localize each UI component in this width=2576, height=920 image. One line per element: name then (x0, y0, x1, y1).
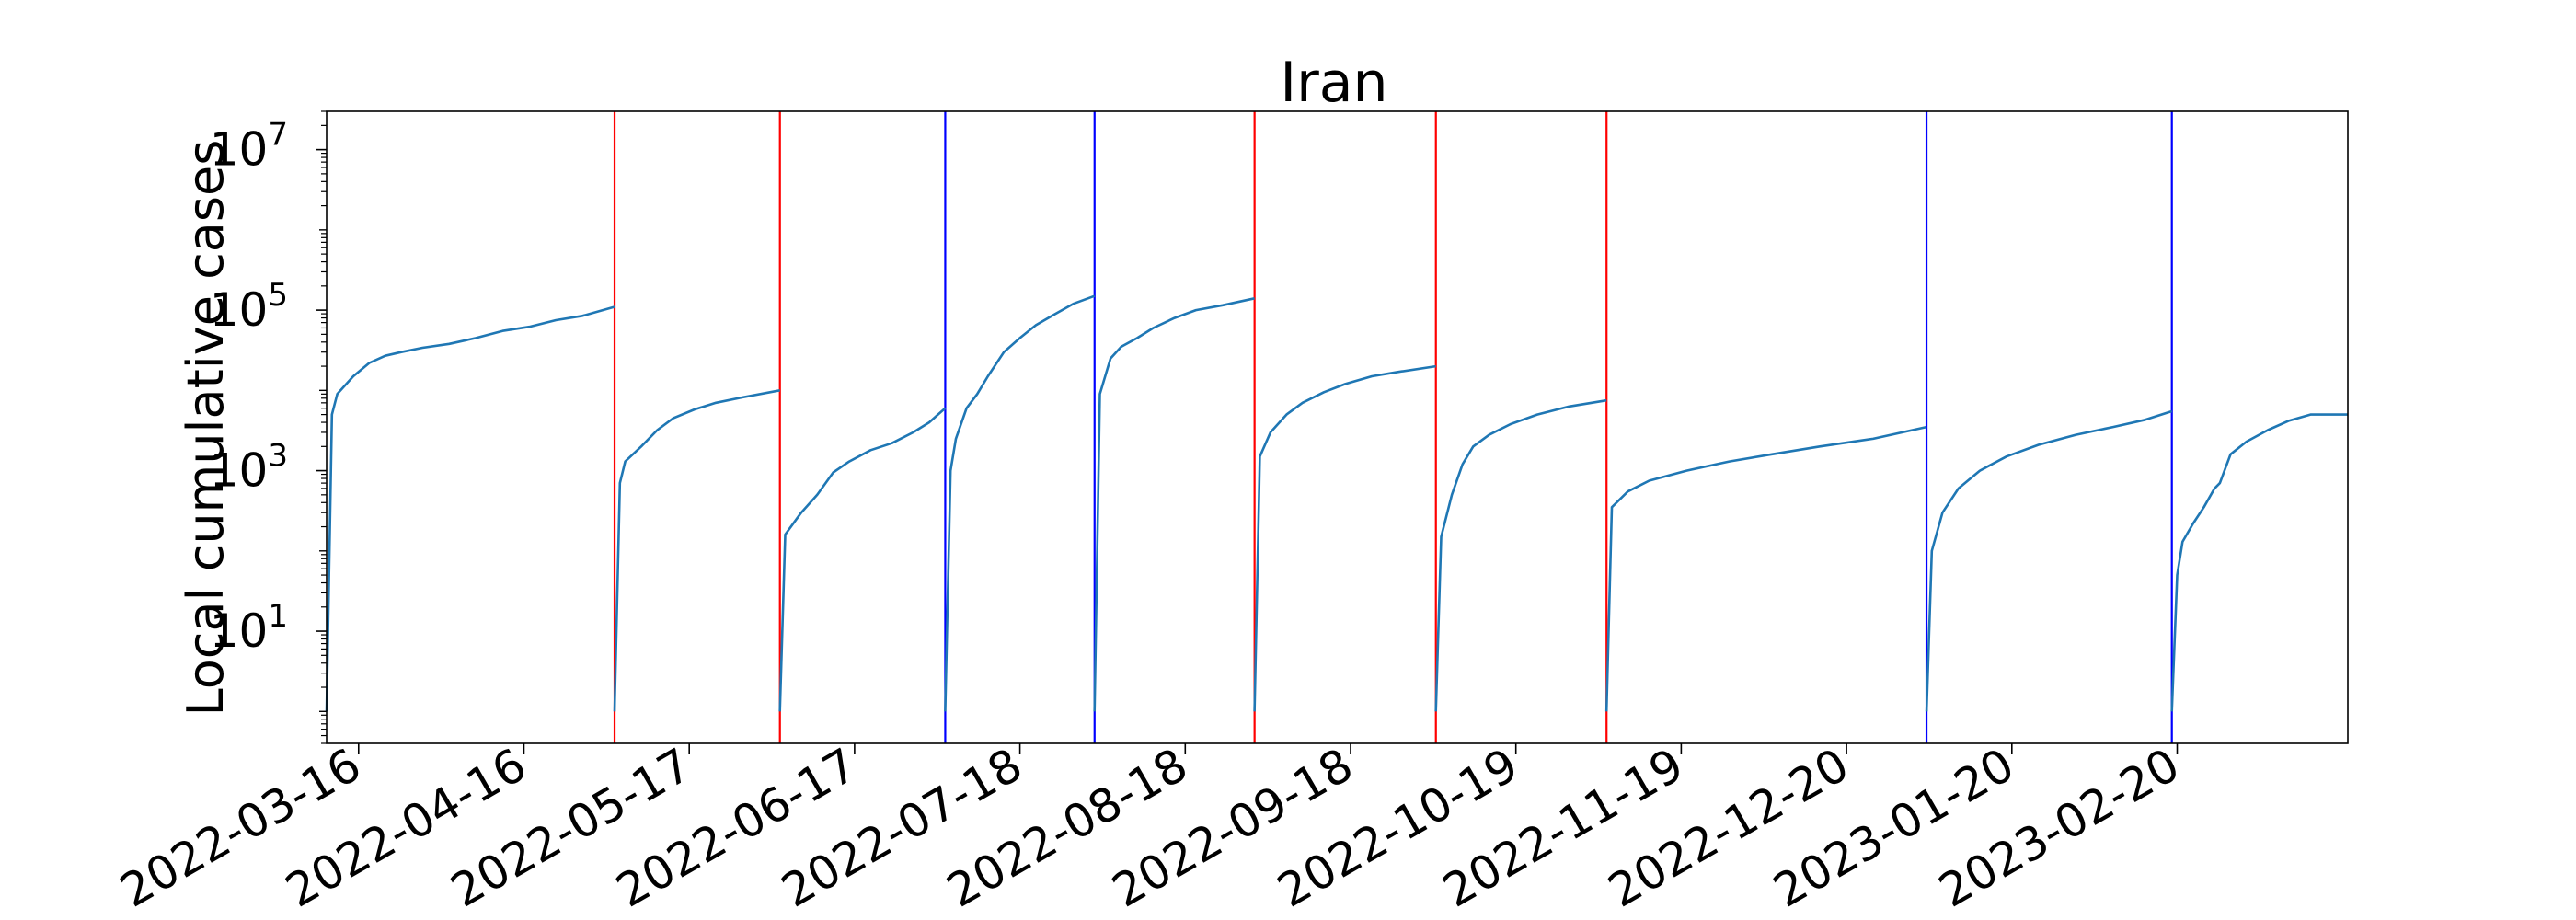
y-axis: 101 103 105 107 (210, 110, 327, 744)
series-segment-8 (1604, 425, 1927, 712)
plot-area (325, 111, 2348, 743)
y-tick-label-2: 103 (210, 438, 288, 498)
series-segment-6 (1253, 364, 1436, 712)
series-segment-9 (1925, 409, 2173, 712)
series-lines (325, 294, 2348, 712)
series-segment-7 (1434, 398, 1607, 712)
series-segment-10 (2170, 413, 2348, 712)
chart-title: Iran (1280, 51, 1387, 115)
series-segment-2 (613, 389, 780, 712)
y-tick-label-1: 101 (210, 598, 288, 658)
x-axis: 2022-03-162022-04-162022-05-172022-06-17… (111, 738, 2188, 918)
y-axis-label: Local cumulative cases (177, 140, 235, 717)
series-segment-4 (944, 294, 1096, 712)
series-segment-3 (778, 407, 947, 712)
series-segment-5 (1093, 297, 1255, 712)
y-tick-label-4: 107 (210, 117, 288, 177)
event-markers (613, 111, 2173, 743)
plot-frame (326, 110, 2349, 744)
y-tick-label-3: 105 (210, 277, 288, 337)
series-segment-1 (325, 305, 615, 712)
